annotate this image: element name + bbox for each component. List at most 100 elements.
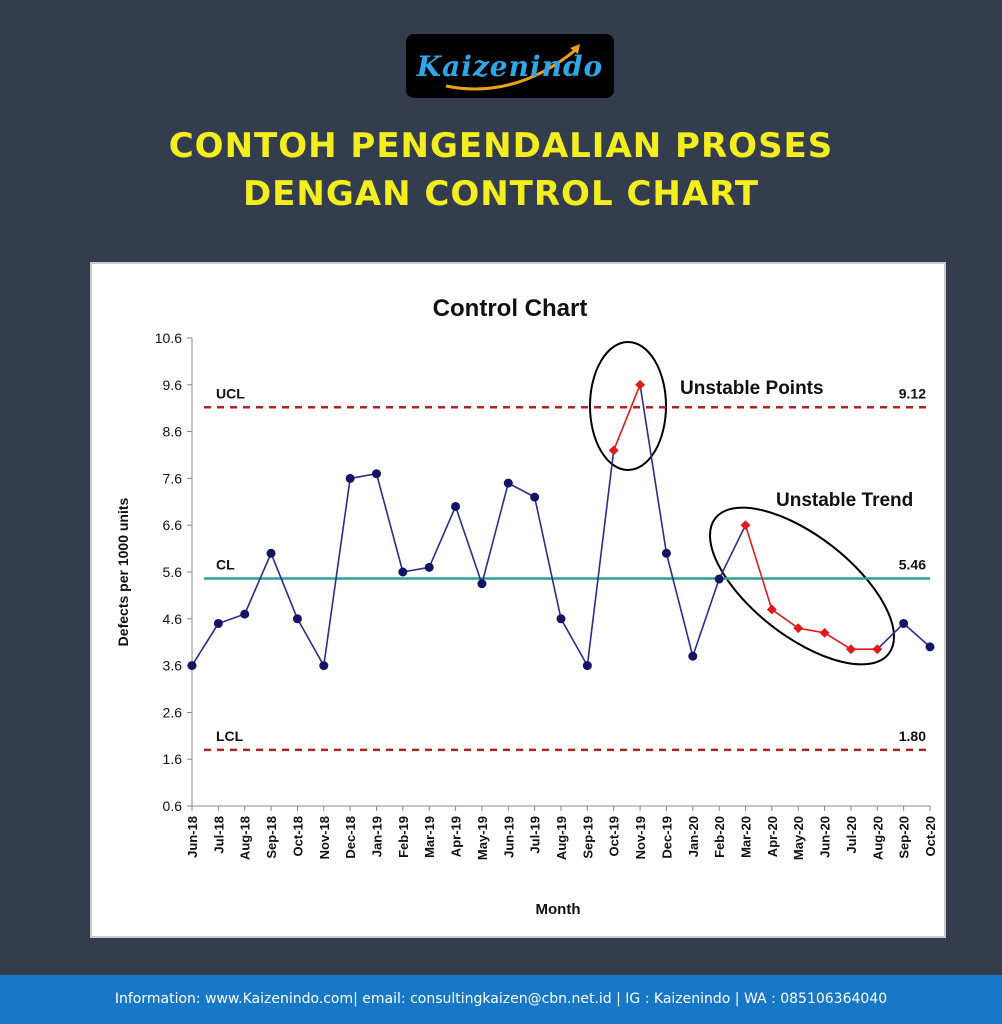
series-segment	[798, 627, 825, 634]
x-tick-label: Oct-19	[607, 816, 622, 856]
series-segment	[507, 482, 536, 498]
data-point	[661, 548, 671, 558]
logo-text: Kaizenindo	[416, 49, 604, 83]
series-segment	[876, 622, 905, 650]
data-point	[451, 501, 461, 511]
y-tick-label: 7.6	[163, 470, 183, 486]
data-point-unstable	[608, 445, 619, 456]
unstable-trend-ellipse	[709, 506, 895, 666]
data-point	[187, 661, 197, 671]
page-headline: CONTOH PENGENDALIAN PROSES DENGAN CONTRO…	[0, 122, 1002, 218]
footer-bar: Information: www.Kaizenindo.com| email: …	[0, 975, 1002, 1024]
series-segment	[718, 524, 747, 580]
series-segment	[322, 478, 351, 666]
x-tick-label: Jan-19	[370, 816, 385, 857]
data-point	[372, 469, 381, 479]
series-segment	[218, 613, 245, 625]
x-tick-label: Nov-19	[633, 816, 648, 859]
x-tick-label: Oct-20	[923, 816, 938, 856]
unstable-points-circle	[589, 341, 667, 471]
x-tick-label: Feb-19	[396, 816, 411, 858]
data-point-unstable	[793, 623, 804, 634]
logo-swoosh-icon	[445, 44, 580, 91]
data-point	[266, 548, 276, 558]
y-tick-label: 1.6	[163, 751, 183, 767]
limit-label-cl: CL	[216, 557, 235, 573]
data-point	[503, 478, 513, 488]
limit-value-cl: 5.46	[899, 557, 926, 573]
series-segment	[296, 618, 325, 666]
x-tick-label: Jun-20	[818, 816, 833, 858]
data-point-unstable	[740, 520, 751, 531]
y-axis-label: Defects per 1000 units	[115, 497, 131, 646]
series-segment	[533, 496, 562, 619]
y-tick-label: 2.6	[163, 704, 183, 720]
x-tick-label: Feb-20	[712, 816, 727, 858]
series-segment	[481, 482, 510, 584]
y-tick-label: 9.6	[163, 377, 183, 393]
limit-label-ucl: UCL	[216, 385, 245, 401]
y-tick-label: 6.6	[163, 517, 183, 533]
x-tick-label: Jul-18	[211, 816, 226, 854]
data-point-unstable	[635, 379, 646, 390]
series-segment	[375, 473, 404, 573]
series-segment	[824, 632, 852, 650]
y-tick-label: 4.6	[163, 611, 183, 627]
chart-title: Control Chart	[433, 295, 588, 322]
x-tick-label: Sep-19	[580, 816, 595, 859]
series-segment	[586, 450, 615, 666]
data-point-unstable	[872, 644, 883, 655]
annotation-unstable-points: Unstable Points	[680, 378, 824, 399]
x-tick-label: Mar-20	[739, 816, 754, 858]
x-tick-label: Jul-20	[844, 816, 859, 854]
y-tick-label: 8.6	[163, 424, 183, 440]
x-tick-label: Aug-20	[870, 816, 885, 860]
series-segment	[428, 506, 457, 568]
x-tick-label: Dec-19	[659, 816, 674, 859]
data-point	[714, 574, 724, 584]
y-tick-label: 0.6	[163, 798, 183, 814]
x-tick-label: Apr-20	[765, 816, 780, 857]
data-point	[398, 567, 408, 577]
x-tick-label: Jun-18	[185, 816, 200, 858]
series-segment	[903, 622, 931, 648]
x-tick-label: Sep-20	[897, 816, 912, 859]
y-tick-label: 3.6	[163, 658, 183, 674]
data-point	[424, 562, 434, 572]
x-tick-label: Jan-20	[686, 816, 701, 857]
x-tick-label: Jul-19	[528, 816, 543, 854]
x-tick-label: Aug-18	[238, 816, 253, 860]
x-tick-label: Sep-18	[264, 816, 279, 859]
x-tick-label: Oct-18	[290, 816, 305, 856]
series-segment	[639, 384, 668, 554]
x-tick-label: Dec-18	[343, 816, 358, 859]
data-point-unstable	[845, 644, 856, 655]
x-tick-label: Jun-19	[501, 816, 516, 858]
data-point	[319, 661, 329, 671]
limit-value-ucl: 9.12	[899, 385, 926, 401]
x-tick-label: Apr-19	[449, 816, 464, 857]
limit-label-lcl: LCL	[216, 728, 244, 744]
data-point	[899, 618, 909, 628]
data-point	[292, 614, 302, 624]
data-point	[925, 642, 935, 652]
headline-line-1: CONTOH PENGENDALIAN PROSES	[168, 126, 834, 166]
series-segment	[771, 608, 799, 629]
kaizenindo-logo: Kaizenindo	[406, 34, 614, 98]
data-point	[213, 618, 223, 628]
data-point-unstable	[819, 627, 830, 638]
series-segment	[243, 552, 272, 615]
data-point	[556, 614, 566, 624]
series-segment	[560, 618, 589, 666]
x-tick-label: Aug-19	[554, 816, 569, 860]
headline-line-2: DENGAN CONTROL CHART	[242, 174, 760, 214]
series-segment	[744, 524, 773, 610]
series-segment	[665, 553, 694, 657]
data-point	[582, 661, 592, 671]
y-tick-label: 10.6	[155, 330, 182, 346]
footer-info-text: Information: www.Kaizenindo.com| email: …	[114, 991, 888, 1007]
x-tick-label: Nov-18	[317, 816, 332, 859]
data-point	[688, 651, 698, 661]
control-chart-panel: Control Chart Defects per 1000 units Mon…	[90, 262, 946, 938]
data-point-unstable	[766, 604, 777, 615]
